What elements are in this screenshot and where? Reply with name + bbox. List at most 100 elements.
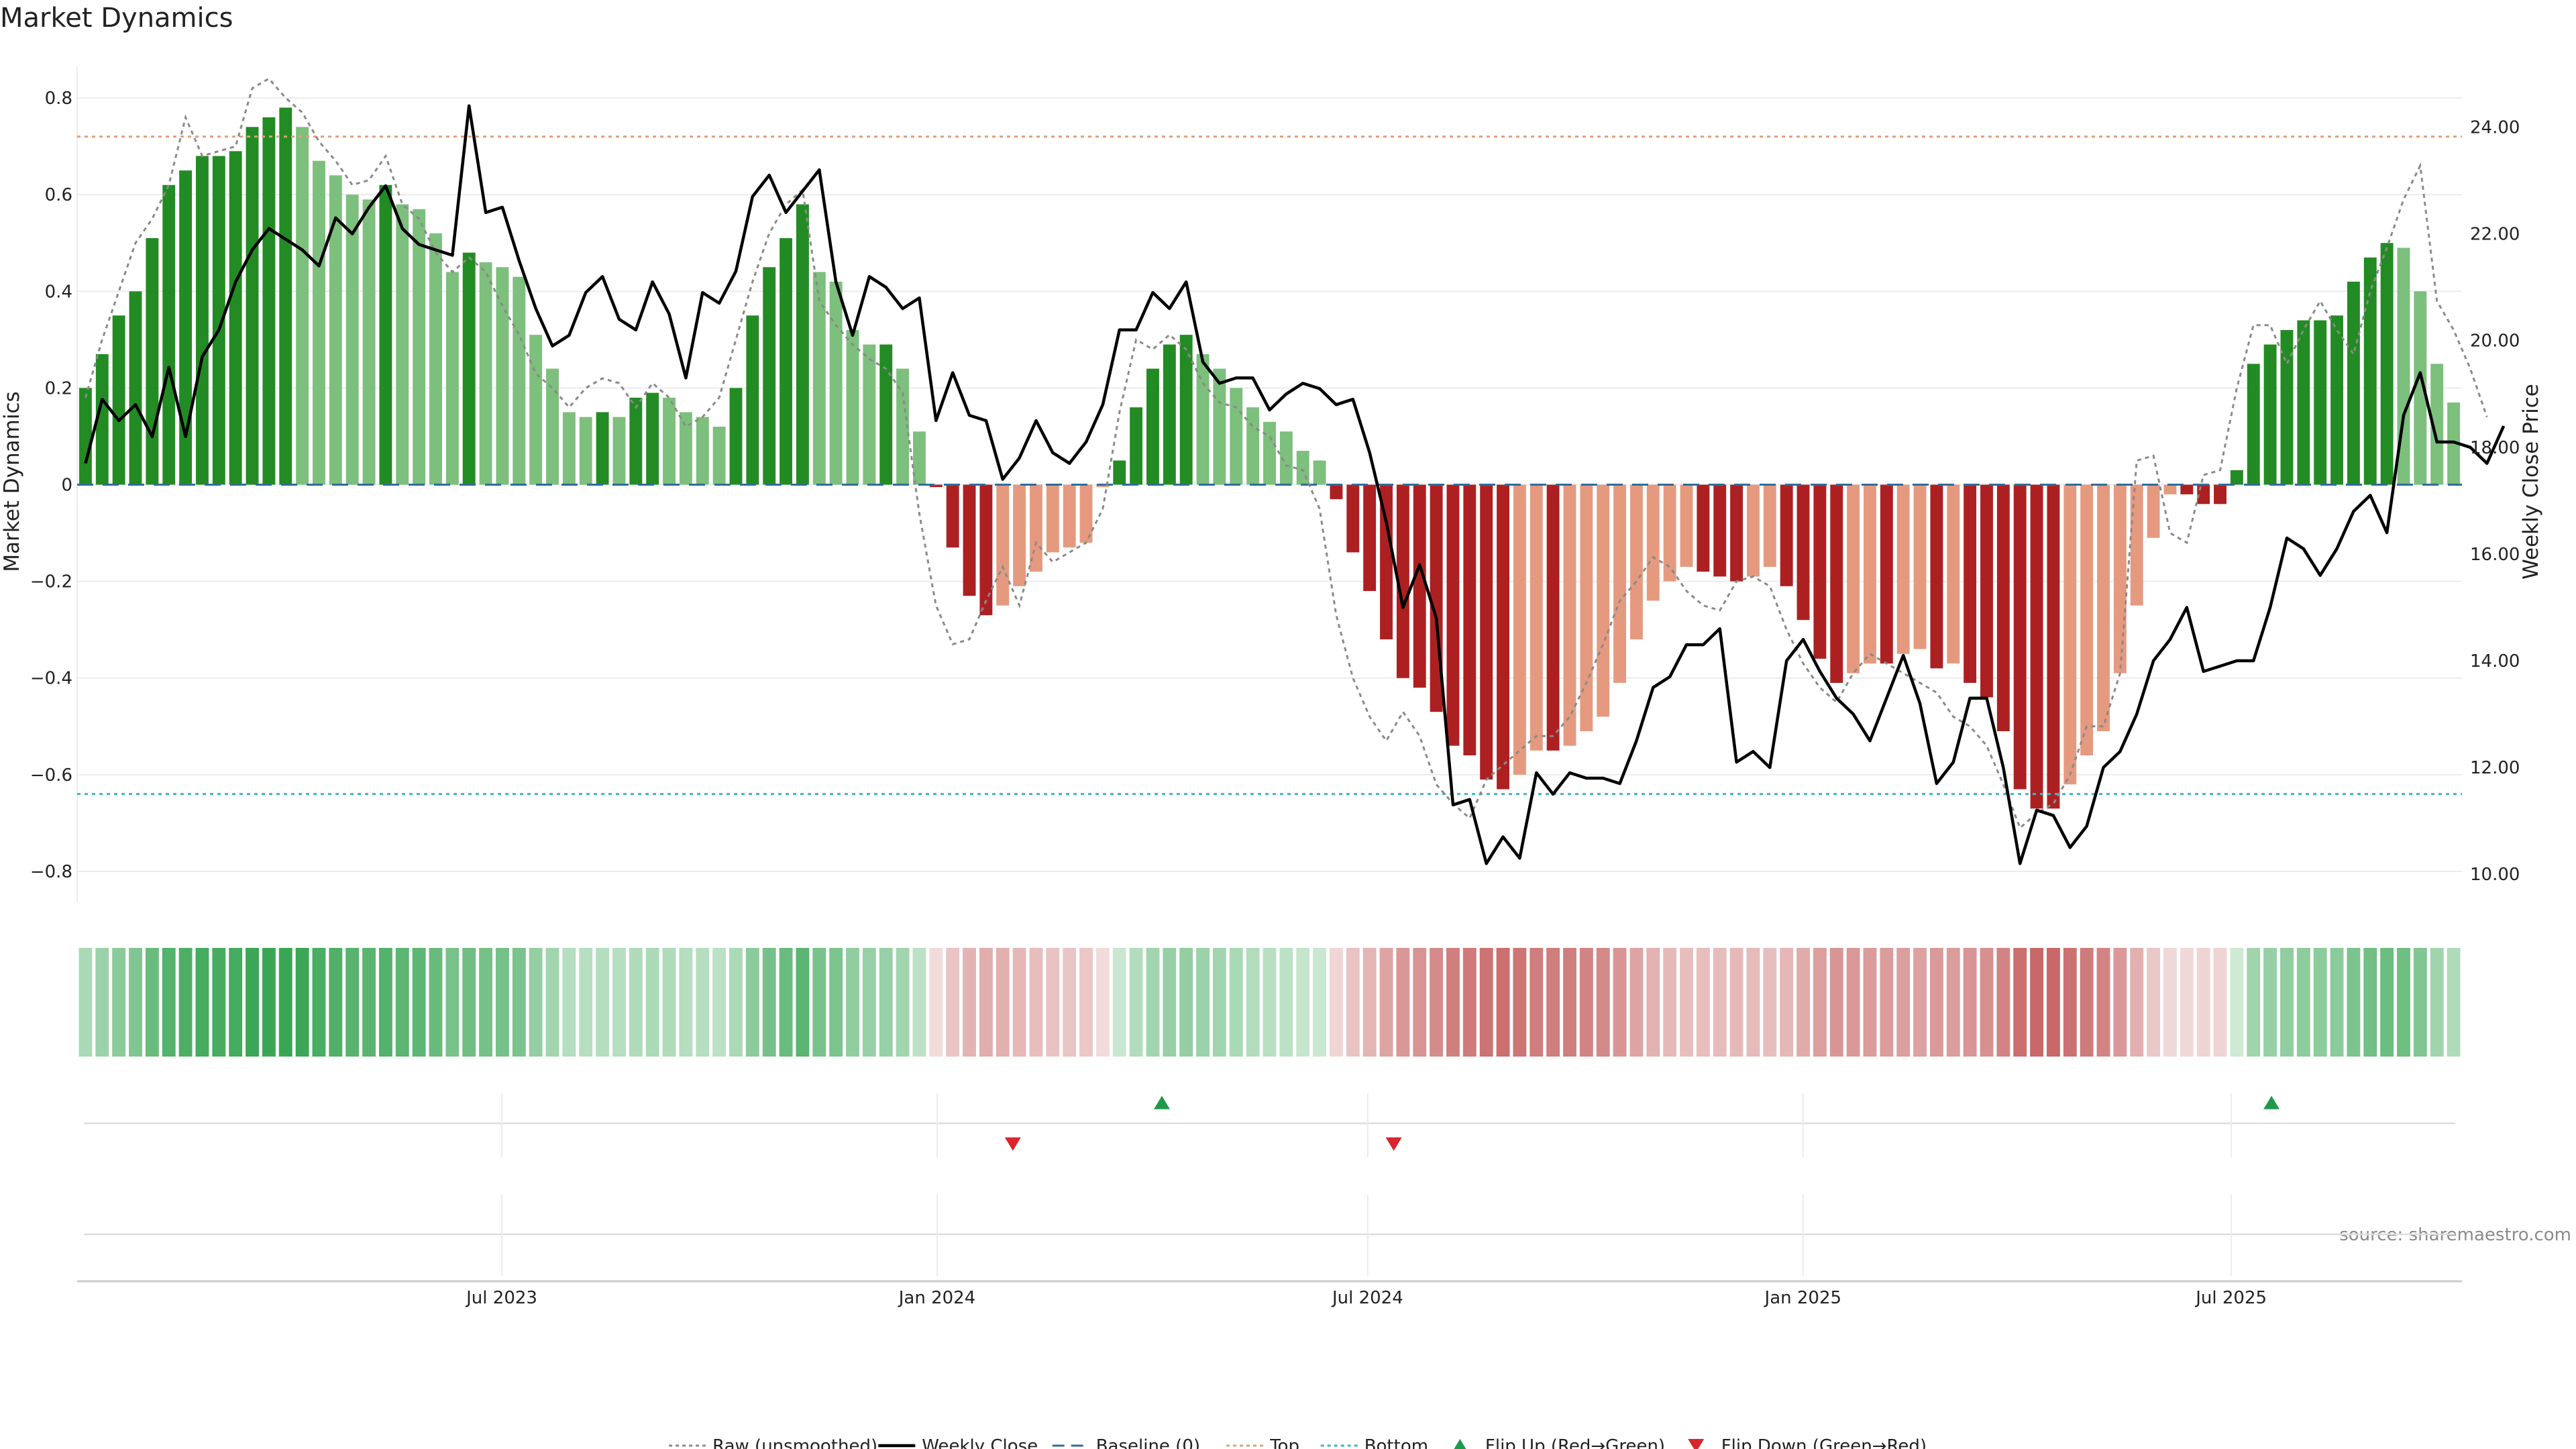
strip-cell-79 <box>1396 948 1410 1057</box>
strip-cell-14 <box>312 948 326 1057</box>
strip-cell-113 <box>1963 948 1977 1057</box>
x-axis: Jul 2023 Jan 2024 Jul 2024 Jan 2025 Jul 2025 <box>77 1280 2462 1308</box>
bar-66 <box>1179 335 1193 485</box>
strip-cell-121 <box>2096 948 2110 1057</box>
strip-cell-5 <box>162 948 176 1057</box>
bar-95 <box>1663 484 1676 582</box>
strip-cell-130 <box>2247 948 2261 1057</box>
bar-33 <box>629 397 643 485</box>
strip-cell-119 <box>2063 948 2077 1057</box>
strip-cell-98 <box>1713 948 1727 1057</box>
y-tick-right-2: 20.00 <box>2470 331 2520 352</box>
strip-cell-55 <box>996 948 1010 1057</box>
strip-cell-112 <box>1946 948 1960 1057</box>
strip-cell-139 <box>2397 948 2410 1057</box>
strip-cell-136 <box>2347 948 2361 1057</box>
bar-113 <box>1964 484 1977 683</box>
bar-56 <box>1013 484 1026 586</box>
bar-130 <box>2247 364 2260 485</box>
legend-swatch-flip_down <box>1688 1439 1705 1449</box>
bar-52 <box>946 484 959 548</box>
strip-cell-129 <box>2230 948 2244 1057</box>
y-axis-right: 24.00 22.00 20.00 18.00 16.00 14.00 12.00 10.00 <box>2470 118 2520 885</box>
bar-79 <box>1396 484 1409 678</box>
strip-cell-10 <box>246 948 259 1057</box>
strip-cell-37 <box>696 948 710 1057</box>
strip-cell-125 <box>2163 948 2177 1057</box>
bar-116 <box>2013 484 2027 790</box>
bar-41 <box>763 267 776 485</box>
y-tick-right-7: 10.00 <box>2470 865 2520 885</box>
strip-cell-28 <box>545 948 559 1057</box>
flip-down-marker-0 <box>1004 1137 1021 1151</box>
bar-141 <box>2430 364 2444 485</box>
strip-cell-11 <box>262 948 276 1057</box>
bar-82 <box>1446 484 1460 746</box>
bar-11 <box>262 117 276 485</box>
y-tick-right-5: 14.00 <box>2470 651 2520 672</box>
bar-61 <box>1096 484 1110 488</box>
legend-label-raw: Raw (unsmoothed) <box>712 1436 877 1449</box>
strip-cell-45 <box>829 948 843 1057</box>
strip-cell-54 <box>979 948 993 1057</box>
bar-18 <box>379 184 392 485</box>
strip-cell-96 <box>1680 948 1693 1057</box>
bar-126 <box>2180 484 2194 494</box>
weekly-close-line <box>84 104 2506 865</box>
bar-16 <box>345 195 359 485</box>
y-tick-left-5: −0.2 <box>30 572 72 592</box>
strip-cell-86 <box>1513 948 1527 1057</box>
strip-cell-29 <box>562 948 576 1057</box>
strip-cell-117 <box>2030 948 2044 1057</box>
raw-series-line <box>84 77 2488 830</box>
bar-127 <box>2197 484 2210 504</box>
bar-45 <box>829 281 843 485</box>
strip-cell-111 <box>1929 948 1943 1057</box>
strip-cell-33 <box>629 948 643 1057</box>
strip-cell-83 <box>1462 948 1477 1057</box>
bar-36 <box>679 412 692 485</box>
strip-cell-8 <box>212 948 226 1057</box>
bar-54 <box>979 484 993 616</box>
bar-94 <box>1646 484 1660 601</box>
bar-44 <box>812 272 826 485</box>
legend-label-baseline: Baseline (0) <box>1096 1436 1200 1449</box>
strip-cell-128 <box>2213 948 2227 1057</box>
strip-cell-63 <box>1129 948 1143 1057</box>
strip-cell-62 <box>1112 948 1126 1057</box>
dynamics-bars <box>78 107 2461 809</box>
bar-109 <box>1896 484 1910 654</box>
bar-23 <box>462 252 476 485</box>
strip-cell-69 <box>1229 948 1243 1057</box>
bar-93 <box>1629 484 1643 640</box>
bar-34 <box>646 392 659 485</box>
strip-cell-82 <box>1446 948 1460 1057</box>
bar-24 <box>479 262 492 485</box>
bar-83 <box>1463 484 1477 756</box>
x-tick-label-3: Jan 2025 <box>1764 1288 1842 1308</box>
strip-cell-43 <box>796 948 810 1057</box>
y-tick-left-3: 0.2 <box>45 378 72 398</box>
strip-cell-0 <box>78 948 93 1057</box>
strip-cell-97 <box>1696 948 1710 1057</box>
bar-120 <box>2080 484 2094 756</box>
strip-cell-70 <box>1246 948 1260 1057</box>
strip-cell-102 <box>1780 948 1794 1057</box>
bar-10 <box>246 127 259 485</box>
strip-cell-31 <box>596 948 610 1057</box>
strip-cell-115 <box>1996 948 2010 1057</box>
x-tick-label-1: Jan 2024 <box>898 1288 976 1308</box>
bar-43 <box>796 204 809 485</box>
bar-140 <box>2414 291 2427 485</box>
bar-62 <box>1113 460 1126 485</box>
bar-114 <box>1980 484 1993 698</box>
bar-119 <box>2063 484 2077 785</box>
bar-9 <box>229 151 242 485</box>
bar-80 <box>1413 484 1426 688</box>
strip-cell-87 <box>1529 948 1544 1057</box>
strip-cell-59 <box>1063 948 1077 1057</box>
bar-123 <box>2130 484 2143 606</box>
bar-63 <box>1130 407 1143 485</box>
bar-108 <box>1880 484 1893 664</box>
bar-72 <box>1279 431 1293 485</box>
